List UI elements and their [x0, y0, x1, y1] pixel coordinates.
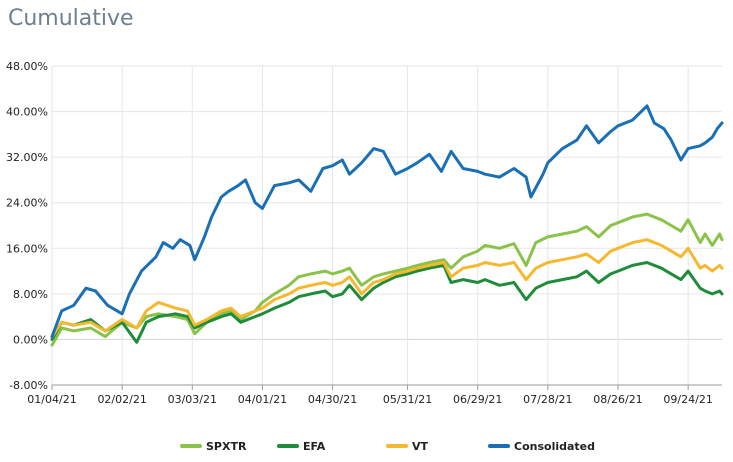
series-line-vt — [50, 238, 724, 339]
chart-legend: SPXTR EFA VT Consolidated — [0, 436, 733, 456]
series-line-spxtr — [50, 212, 724, 347]
x-tick-label: 01/04/21 — [27, 393, 76, 406]
x-tick-label: 03/03/21 — [168, 393, 217, 406]
legend-item-efa[interactable]: EFA — [277, 436, 325, 456]
legend-label: SPXTR — [206, 439, 247, 453]
y-tick-label: -8.00% — [9, 379, 48, 392]
legend-swatch — [277, 444, 299, 448]
x-tick-label: 02/02/21 — [97, 393, 146, 406]
x-tick-label: 06/29/21 — [453, 393, 502, 406]
chart-title: Cumulative — [8, 6, 134, 31]
y-tick-label: 24.00% — [6, 197, 48, 210]
legend-swatch — [488, 444, 510, 448]
y-tick-label: 8.00% — [13, 288, 48, 301]
legend-label: EFA — [303, 439, 326, 453]
series-line-consolidated — [50, 104, 724, 339]
legend-item-consolidated[interactable]: Consolidated — [488, 436, 595, 456]
legend-label: VT — [412, 439, 429, 453]
y-tick-label: 48.00% — [6, 60, 48, 73]
x-tick-label: 05/31/21 — [383, 393, 432, 406]
x-tick-label: 04/01/21 — [238, 393, 287, 406]
x-tick-label: 08/26/21 — [593, 393, 642, 406]
series-layer — [50, 104, 724, 347]
legend-item-spxtr[interactable]: SPXTR — [180, 436, 246, 456]
series-line-efa — [50, 261, 724, 344]
legend-swatch — [180, 444, 202, 448]
x-tick-label: 07/28/21 — [523, 393, 572, 406]
y-axis: -8.00% 0.00% 8.00% 16.00% 24.00% 32.00% 40.00%… — [6, 60, 48, 392]
legend-swatch — [386, 444, 408, 448]
x-tick-label: 04/30/21 — [308, 393, 357, 406]
x-tick-label: 09/24/21 — [663, 393, 712, 406]
y-tick-label: 16.00% — [6, 242, 48, 255]
x-axis: 01/04/21 02/02/21 03/03/21 04/01/21 04/30/21… — [27, 384, 722, 406]
y-tick-label: 32.00% — [6, 151, 48, 164]
legend-label: Consolidated — [514, 439, 595, 453]
y-tick-label: 40.00% — [6, 106, 48, 119]
legend-item-vt[interactable]: VT — [386, 436, 428, 456]
grid-layer — [51, 65, 722, 386]
y-tick-label: 0.00% — [13, 333, 48, 346]
line-chart: -8.00% 0.00% 8.00% 16.00% 24.00% 32.00% 40.00%… — [6, 60, 724, 406]
